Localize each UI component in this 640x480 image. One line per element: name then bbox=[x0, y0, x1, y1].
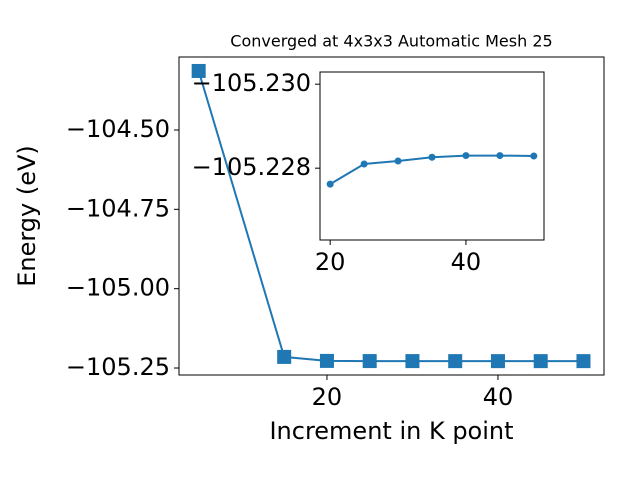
marker bbox=[360, 160, 368, 168]
y-tick-label: −105.25 bbox=[66, 353, 170, 381]
marker bbox=[462, 152, 470, 160]
marker bbox=[490, 354, 505, 369]
marker bbox=[319, 353, 334, 368]
marker bbox=[428, 153, 436, 161]
y-tick-label: −104.75 bbox=[66, 194, 170, 222]
x-axis-label: Increment in K point bbox=[269, 417, 513, 445]
chart-title: Converged at 4x3x3 Automatic Mesh 25 bbox=[230, 32, 552, 51]
marker bbox=[496, 152, 504, 160]
marker bbox=[326, 180, 334, 188]
y-tick-label: −105.00 bbox=[66, 274, 170, 302]
x-tick-label: 20 bbox=[312, 383, 343, 411]
marker bbox=[576, 354, 591, 369]
marker bbox=[394, 157, 402, 165]
marker bbox=[530, 152, 538, 160]
x-tick-label: 20 bbox=[315, 248, 346, 276]
marker bbox=[277, 349, 292, 364]
y-tick-label: −105.230 bbox=[192, 69, 311, 97]
marker bbox=[362, 354, 377, 369]
y-tick-label: −105.228 bbox=[192, 153, 311, 181]
y-axis-label: Energy (eV) bbox=[13, 145, 41, 287]
x-tick-label: 40 bbox=[451, 248, 482, 276]
marker bbox=[405, 354, 420, 369]
x-tick-label: 40 bbox=[483, 383, 514, 411]
marker bbox=[533, 354, 548, 369]
marker bbox=[448, 354, 463, 369]
y-tick-label: −104.50 bbox=[66, 115, 170, 143]
marker bbox=[191, 63, 206, 78]
